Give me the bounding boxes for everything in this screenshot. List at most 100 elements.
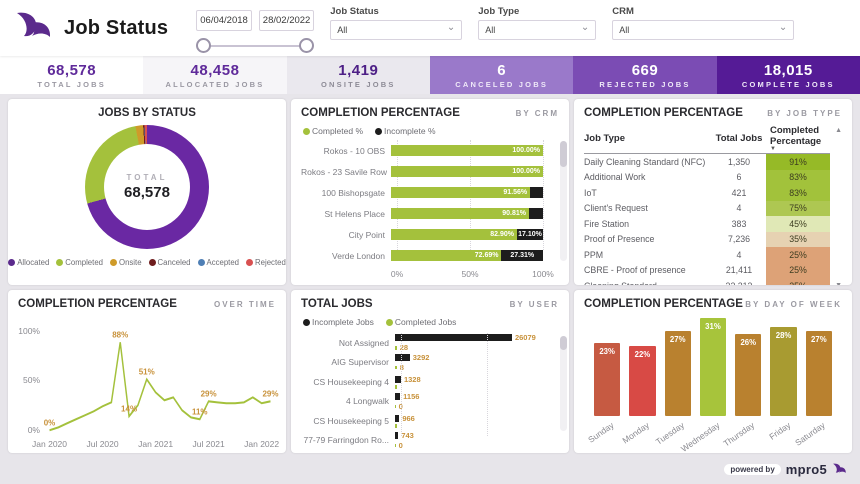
legend-item[interactable]: Completed %: [303, 126, 363, 136]
x-tick: 50%: [461, 269, 479, 279]
slider-handle-start[interactable]: [196, 38, 212, 53]
legend-item[interactable]: Completed Jobs: [385, 317, 456, 327]
by-user-scrollbar[interactable]: [560, 336, 567, 431]
incomplete-bar[interactable]: 17.10%: [517, 229, 543, 240]
incomplete-bar[interactable]: [395, 376, 401, 383]
crm-card-title: COMPLETION PERCENTAGE: [301, 107, 460, 119]
kpi-canceled-jobs[interactable]: 6 CANCELED JOBS: [429, 56, 574, 94]
table-row[interactable]: Daily Cleaning Standard (NFC) 1,350 91%: [584, 154, 830, 170]
bar-value-label: 100.00%: [512, 147, 540, 154]
kpi-allocated-jobs[interactable]: 48,458 ALLOCATED JOBS: [143, 56, 287, 94]
table-row[interactable]: IoT 421 83%: [584, 185, 830, 201]
incomplete-bar[interactable]: [395, 392, 401, 400]
by-day-card-subtitle: BY DAY OF WEEK: [745, 300, 842, 309]
over-time-y-axis: 100% 50% 0%: [18, 320, 44, 438]
bar-value-label: 72.69%: [474, 252, 499, 259]
scroll-up-icon[interactable]: ▲: [835, 127, 842, 134]
completed-bar[interactable]: 72.69%: [391, 250, 502, 261]
over-time-line-chart[interactable]: 0% 88% 14% 51% 11% 29% 29%: [44, 320, 278, 438]
legend-dot-icon: [385, 318, 393, 326]
incomplete-bar[interactable]: [529, 208, 543, 219]
crm-x-axis: 0% 50% 100%: [391, 266, 554, 279]
legend-item[interactable]: Canceled: [148, 258, 191, 267]
completed-bar[interactable]: [395, 424, 397, 428]
table-row[interactable]: Proof of Presence 7,236 35%: [584, 231, 830, 247]
job-type-dropdown[interactable]: All ⌄: [478, 20, 597, 40]
completed-bar[interactable]: 100.00%: [391, 166, 543, 177]
crm-dropdown[interactable]: All ⌄: [612, 20, 795, 40]
table-row[interactable]: Fire Station 383 45%: [584, 216, 830, 232]
column-header-total-jobs[interactable]: Total Jobs: [715, 132, 763, 144]
incomplete-bar[interactable]: [395, 431, 399, 439]
completed-bar[interactable]: [395, 385, 397, 389]
incomplete-bar[interactable]: 27.31%: [501, 250, 543, 261]
kpi-total-jobs[interactable]: 68,578 TOTAL JOBS: [0, 56, 144, 94]
completed-bar[interactable]: [395, 443, 396, 447]
day-bar-saturday[interactable]: 27%: [805, 330, 832, 416]
completed-bar[interactable]: 82.90%: [391, 229, 517, 240]
day-column: 26%: [735, 318, 762, 416]
table-row[interactable]: Additional Work 6 83%: [584, 169, 830, 185]
kpi-onsite-jobs[interactable]: 1,419 ONSITE JOBS: [286, 56, 430, 94]
legend-item[interactable]: Incomplete %: [375, 126, 436, 136]
legend-label: Rejected: [255, 258, 286, 267]
legend-item[interactable]: Accepted: [197, 258, 240, 267]
user-category-label: AIG Supervisor: [331, 357, 389, 368]
bar-value-label: 26%: [740, 337, 757, 347]
dashboard-grid: JOBS BY STATUS TOTAL 68,578 Allocated Co…: [0, 94, 860, 453]
table-row[interactable]: Client's Request 4 75%: [584, 200, 830, 216]
day-bar-friday[interactable]: 28%: [770, 327, 797, 416]
by-day-bar-chart: 23% 22% 27% 31% 26% 28% 27%: [594, 318, 832, 416]
date-from-input[interactable]: 06/04/2018: [196, 10, 252, 31]
table-row[interactable]: Cleaning Standard32,21325%▼: [584, 278, 842, 285]
incomplete-bar[interactable]: [395, 415, 400, 422]
crm-scrollbar[interactable]: [560, 141, 567, 261]
day-bar-tuesday[interactable]: 27%: [664, 330, 691, 416]
day-bar-wednesday[interactable]: 31%: [699, 318, 727, 416]
by-day-card-title: COMPLETION PERCENTAGE: [584, 298, 743, 310]
status-donut[interactable]: TOTAL 68,578: [85, 125, 209, 249]
legend-item[interactable]: Incomplete Jobs: [303, 317, 374, 327]
legend-label: Accepted: [206, 258, 240, 267]
incomplete-bar[interactable]: [395, 334, 512, 342]
date-to-input[interactable]: 28/02/2022: [258, 10, 315, 31]
mpro5-brand-text: mpro5: [785, 462, 827, 477]
kpi-rejected-jobs[interactable]: 669 REJECTED JOBS: [573, 56, 717, 94]
completed-bar[interactable]: [395, 404, 396, 408]
crm-bar-row: Verde London 72.69% 27.31%: [301, 245, 543, 266]
completed-bar[interactable]: [395, 365, 397, 369]
line-chart-svg: [49, 342, 271, 432]
kpi-label: COMPLETE JOBS: [741, 79, 835, 89]
column-header-job-type[interactable]: Job Type: [584, 132, 625, 144]
kpi-label: ALLOCATED JOBS: [165, 79, 265, 89]
legend-item[interactable]: Allocated: [8, 258, 49, 267]
by-user-bar-chart: Not Assigned 26079 28 AIG Supervisor 329…: [301, 333, 559, 450]
incomplete-bar[interactable]: [530, 187, 543, 198]
kpi-value: 6: [497, 61, 507, 79]
day-bar-monday[interactable]: 22%: [629, 346, 656, 416]
legend-item[interactable]: Rejected: [246, 258, 286, 267]
completed-bar[interactable]: 90.81%: [391, 208, 530, 219]
bar-value-label: 90.81%: [502, 210, 527, 217]
completed-bar[interactable]: [395, 346, 397, 350]
completed-bar[interactable]: 100.00%: [391, 145, 543, 156]
legend-item[interactable]: Completed: [56, 258, 103, 267]
legend-item[interactable]: Onsite: [110, 258, 142, 267]
column-header-completed-percentage[interactable]: Completed Percentage ▼: [766, 125, 830, 152]
incomplete-bar[interactable]: [395, 353, 410, 361]
user-category-label: CS Housekeeping 5: [313, 415, 389, 426]
day-bar-thursday[interactable]: 26%: [735, 333, 762, 416]
slider-handle-end[interactable]: [299, 38, 315, 53]
legend-dot-icon: [110, 259, 117, 266]
scroll-down-icon[interactable]: ▼: [835, 282, 842, 285]
table-row[interactable]: PPM 4 25%: [584, 247, 830, 263]
kpi-complete-jobs[interactable]: 18,015 COMPLETE JOBS: [716, 56, 860, 94]
job-status-dropdown[interactable]: All ⌄: [330, 20, 463, 40]
completed-bar[interactable]: 91.56%: [391, 187, 531, 198]
crm-card-subtitle: BY CRM: [515, 109, 559, 118]
job-status-value: All: [337, 25, 348, 35]
table-row[interactable]: CBRE - Proof of presence 21,411 25%: [584, 262, 830, 278]
date-range-slider[interactable]: [196, 37, 315, 55]
crm-category-label: Rokos - 10 OBS: [323, 145, 385, 156]
day-bar-sunday[interactable]: 23%: [594, 343, 621, 416]
